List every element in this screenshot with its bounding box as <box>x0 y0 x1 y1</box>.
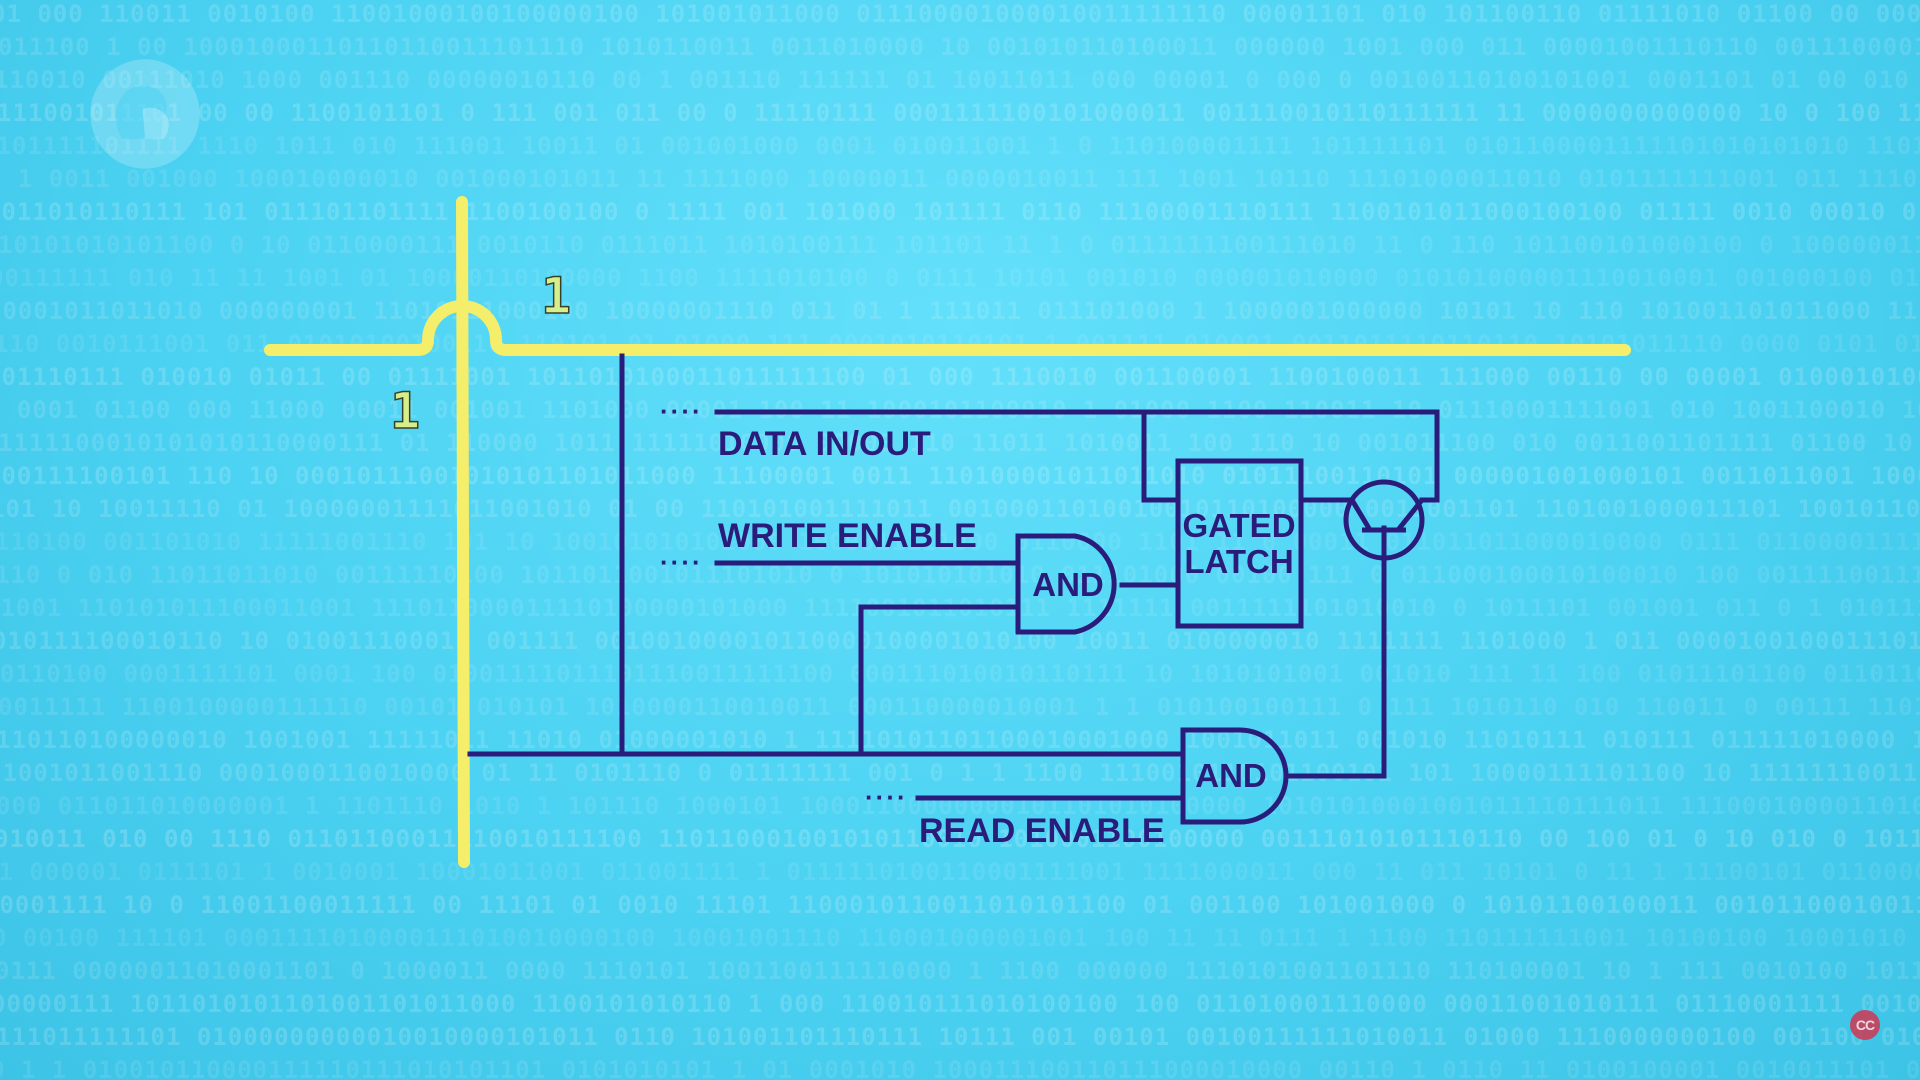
transistor-icon <box>1343 479 1425 561</box>
gated-latch-label-line1: GATED <box>1182 507 1295 544</box>
gated-latch-box <box>1175 458 1304 629</box>
and-gate-read <box>1180 727 1289 825</box>
latch-data-input-wire <box>1141 409 1181 503</box>
row-bit-label: 1 <box>390 382 420 440</box>
transistor-gate-wire <box>1284 525 1387 779</box>
row-wire <box>264 300 1631 356</box>
data-in-out-wire <box>714 409 1440 503</box>
closed-captions-icon[interactable]: CC <box>1850 1010 1880 1040</box>
data-in-out-label: DATA IN/OUT <box>718 425 931 463</box>
data-in-out-ellipsis: ···· <box>660 396 703 426</box>
gated-latch-label-line2: LATCH <box>1184 543 1293 580</box>
read-enable-ellipsis: ···· <box>865 782 908 812</box>
write-enable-label: WRITE ENABLE <box>718 517 977 555</box>
column-bit-label: 1 <box>541 267 571 325</box>
and-gate-write-label: AND <box>1032 566 1104 603</box>
write-enable-ellipsis: ···· <box>660 547 703 577</box>
and-gate-write <box>1015 533 1117 635</box>
read-enable-label: READ ENABLE <box>919 812 1165 850</box>
pbs-logo-icon <box>90 59 200 169</box>
column-wire <box>456 196 470 868</box>
and-gate-read-label: AND <box>1195 757 1267 794</box>
